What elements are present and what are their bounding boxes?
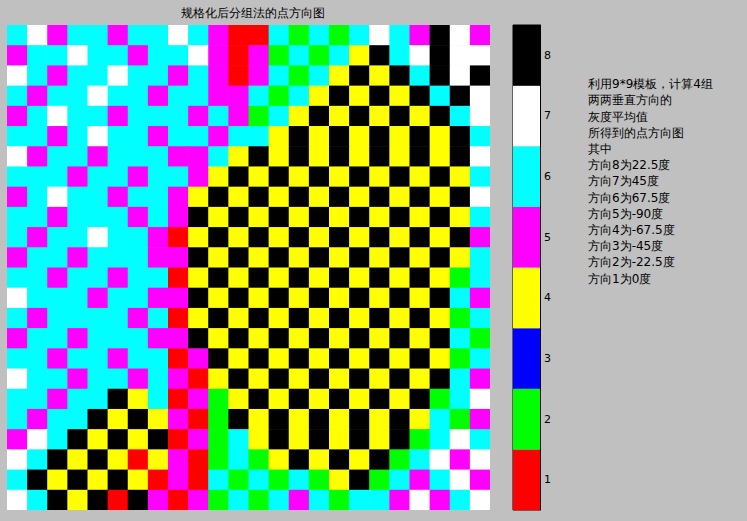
svg-text:方向4为-67.5度: 方向4为-67.5度 <box>588 223 675 237</box>
svg-text:规格化后分组法的点方向图: 规格化后分组法的点方向图 <box>181 6 325 20</box>
svg-text:方向3为-45度: 方向3为-45度 <box>588 239 663 253</box>
svg-text:2: 2 <box>544 413 551 426</box>
svg-text:方向7为45度: 方向7为45度 <box>588 174 659 188</box>
svg-text:方向8为22.5度: 方向8为22.5度 <box>588 158 670 172</box>
svg-text:利用9*9模板，计算4组: 利用9*9模板，计算4组 <box>588 77 713 91</box>
svg-text:1: 1 <box>544 473 551 486</box>
svg-text:8: 8 <box>544 49 551 62</box>
svg-text:所得到的点方向图: 所得到的点方向图 <box>588 126 684 140</box>
svg-text:方向6为67.5度: 方向6为67.5度 <box>588 191 670 205</box>
svg-text:6: 6 <box>544 170 551 183</box>
svg-text:7: 7 <box>544 109 551 122</box>
svg-text:其中: 其中 <box>588 142 612 156</box>
svg-text:方向1为0度: 方向1为0度 <box>588 272 651 286</box>
svg-text:3: 3 <box>544 352 551 365</box>
svg-text:方向5为-90度: 方向5为-90度 <box>588 207 663 221</box>
svg-text:5: 5 <box>544 231 551 244</box>
svg-text:两两垂直方向的: 两两垂直方向的 <box>588 93 672 107</box>
svg-text:灰度平均值: 灰度平均值 <box>588 110 648 124</box>
svg-text:4: 4 <box>544 291 551 304</box>
svg-text:方向2为-22.5度: 方向2为-22.5度 <box>588 255 675 269</box>
